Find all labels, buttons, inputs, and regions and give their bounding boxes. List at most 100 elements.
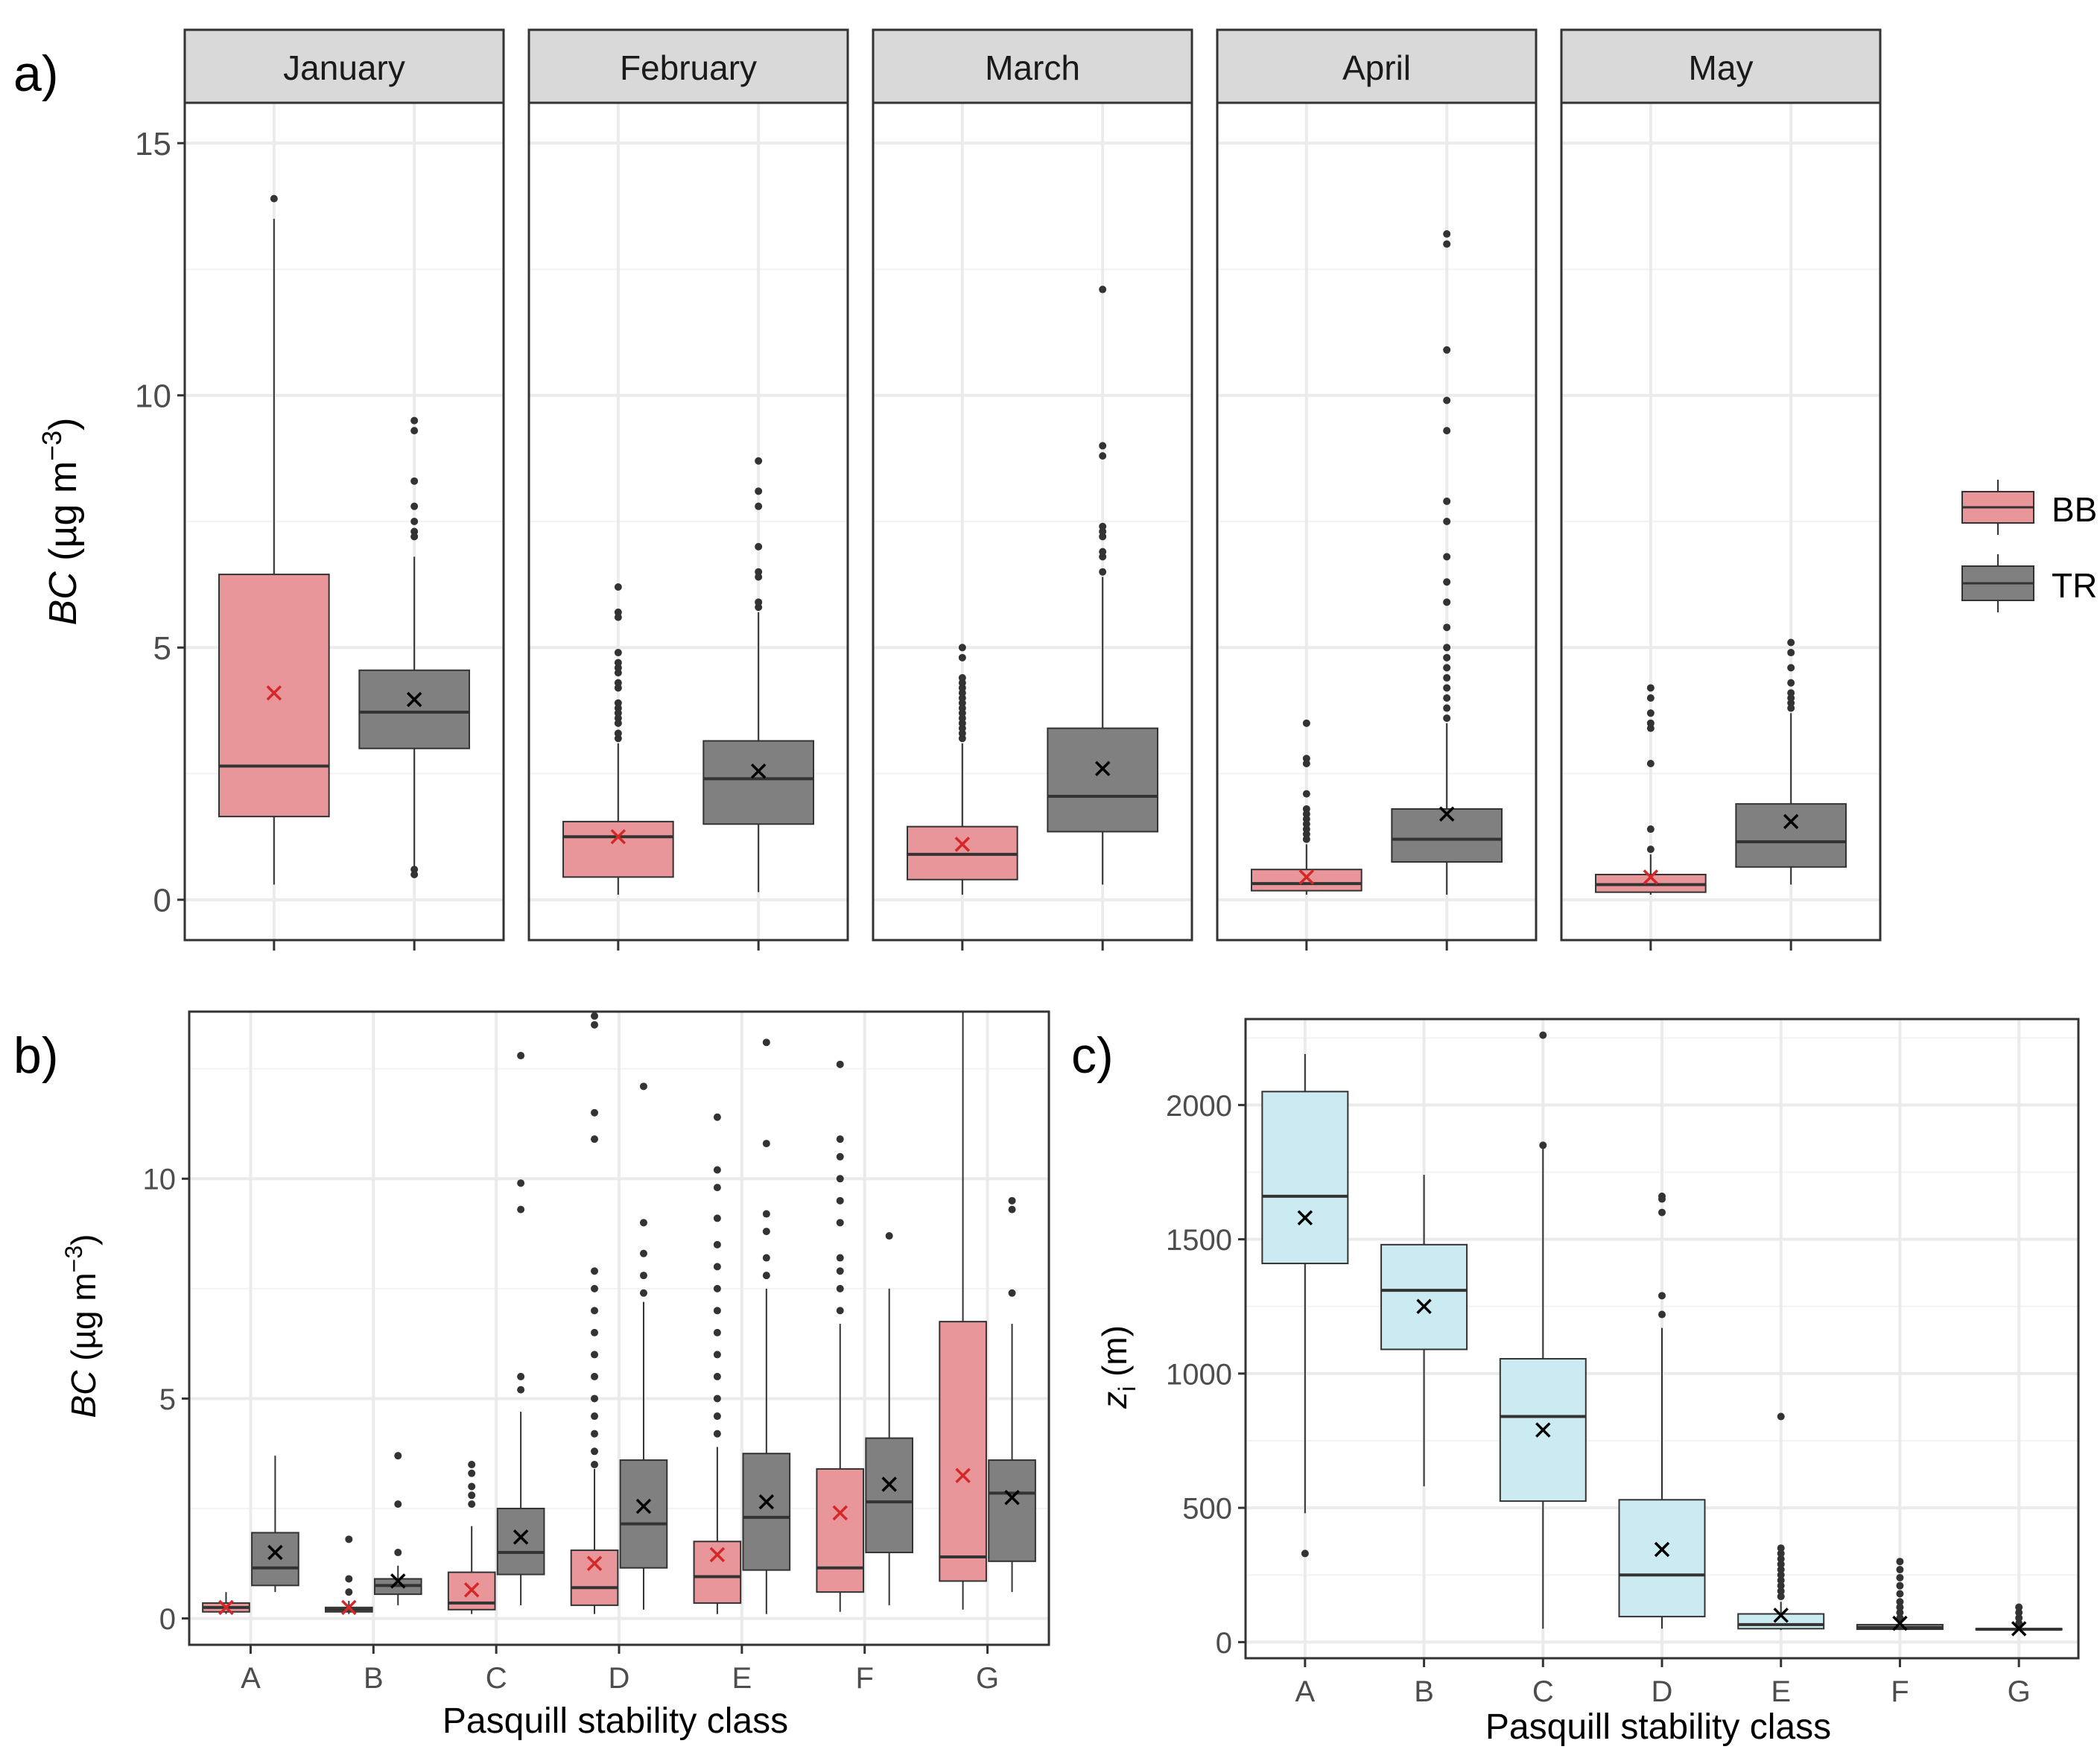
box-zi-outlier	[2015, 1603, 2023, 1611]
class-e: E	[1737, 1412, 1825, 1708]
box-zi-outlier	[1777, 1560, 1785, 1568]
xtick-label: A	[241, 1662, 261, 1695]
box-tr-outlier	[1099, 568, 1107, 576]
box-tr-outlier	[762, 1228, 770, 1236]
box-zi-mean-stroke	[1892, 1615, 1908, 1631]
box-tr-mean-stroke	[1004, 1490, 1020, 1506]
legend-tr-label: TR	[2052, 566, 2097, 605]
box-bb-mean-marker	[463, 1581, 480, 1598]
box-tr-outlier	[1443, 673, 1451, 682]
box-bb-outlier	[836, 1284, 844, 1292]
class-g: G	[1975, 1603, 2063, 1708]
panel-c-label: c)	[1071, 1027, 1114, 1084]
box-bb-outlier	[591, 1135, 599, 1143]
facet-strip-label: March	[985, 48, 1080, 87]
box-zi-outlier	[1777, 1571, 1785, 1579]
box-bb-outlier	[958, 653, 966, 662]
box-tr-outlier	[1787, 649, 1795, 657]
facet-april: April	[1216, 28, 1538, 951]
box-zi-mean-stroke	[1773, 1608, 1789, 1623]
panel-a-ytick-label: 5	[153, 630, 171, 667]
facet-strip	[1216, 28, 1538, 104]
panel-a-ylabel-exp: −3	[37, 431, 67, 461]
xtick-label: G	[2008, 1675, 2031, 1708]
box-bb-outlier	[591, 1021, 599, 1029]
box-tr-mean-marker	[881, 1476, 897, 1492]
box-bb-mean-stroke	[1298, 869, 1315, 885]
box-bb-outlier	[614, 583, 622, 591]
box-tr-outlier	[762, 1140, 770, 1148]
box-tr-box	[619, 1459, 668, 1569]
box-bb-mean-marker	[218, 1599, 234, 1616]
box-tr-outlier	[410, 866, 419, 874]
panel-b-ytick-label: 10	[143, 1164, 177, 1196]
box-bb-outlier	[836, 1175, 844, 1183]
box-zi-mean-marker	[1773, 1608, 1789, 1623]
xtick-label: G	[976, 1662, 999, 1695]
box-bb-outlier	[713, 1214, 721, 1222]
box-bb-outlier	[591, 1460, 599, 1468]
box-tr-mean-marker	[267, 1544, 283, 1561]
box-tr-mean-stroke	[406, 691, 422, 708]
box-tr-outlier	[639, 1219, 647, 1227]
box-tr-outlier	[517, 1372, 525, 1380]
box-zi-outlier	[1777, 1581, 1785, 1590]
box-tr-outlier	[639, 1289, 647, 1297]
box-bb-mean-stroke	[954, 837, 971, 852]
box-tr-box	[702, 740, 814, 825]
box-bb-box	[218, 574, 330, 818]
box-zi-mean-stroke	[1535, 1422, 1551, 1438]
panel-c-ytick-label: 1500	[1166, 1224, 1232, 1257]
box-bb-box	[939, 1321, 987, 1582]
box-zi-mean-marker	[1297, 1210, 1313, 1226]
box-bb-box	[570, 1549, 619, 1606]
box-bb-outlier	[713, 1395, 721, 1403]
box-tr-outlier	[410, 518, 419, 525]
box-bb-outlier	[713, 1166, 721, 1174]
box-bb-mean-stroke	[463, 1581, 480, 1598]
box-bb-outlier	[591, 1395, 599, 1403]
box-bb-outlier	[591, 1412, 599, 1421]
box-tr-mean-marker	[1094, 761, 1111, 777]
box-zi-outlier	[1539, 1031, 1547, 1039]
box-bb-outlier	[1302, 805, 1310, 813]
box-tr-mean-marker	[513, 1529, 529, 1545]
xtick-label: A	[1295, 1675, 1316, 1708]
box-bb-box	[1251, 869, 1363, 892]
box-bb-mean-marker	[266, 685, 282, 701]
class-a: A	[1261, 1053, 1349, 1708]
box-tr-outlier	[639, 1082, 647, 1091]
box-zi-outlier	[2015, 1608, 2023, 1617]
box-tr-mean-stroke	[758, 1494, 775, 1510]
facet-january: January	[183, 28, 505, 951]
panel-c-border	[1244, 1018, 2080, 1660]
panel-b: A B C D E F G 0 5 10	[143, 1010, 1050, 1695]
panel-a-label: a)	[13, 45, 58, 102]
box-tr-outlier	[1443, 664, 1451, 672]
class-a: A	[202, 1456, 299, 1695]
box-zi-outlier	[1896, 1581, 1904, 1590]
box-bb-outlier	[614, 679, 622, 687]
box-zi-mean-marker	[1654, 1541, 1670, 1558]
panel-b-ylabel-var: BC	[64, 1370, 103, 1418]
box-tr-outlier	[755, 502, 763, 510]
box-bb-mean-stroke	[610, 828, 626, 845]
box-bb-outlier	[345, 1588, 353, 1596]
facet-strip-label: January	[283, 48, 405, 87]
class-b: B	[324, 1452, 422, 1695]
box-bb-outlier	[468, 1482, 476, 1491]
box-bb-outlier	[836, 1196, 844, 1205]
box-tr-outlier	[1443, 497, 1451, 505]
box-zi-outlier	[1777, 1555, 1785, 1563]
panel-a-ytick-label: 10	[135, 378, 171, 415]
box-bb-outlier	[1646, 709, 1655, 717]
panel-a: January February March April May 0 5 10 15	[135, 28, 1882, 951]
box-zi-mean-stroke	[1297, 1210, 1313, 1226]
box-tr-box	[1391, 808, 1503, 863]
box-bb-outlier	[836, 1135, 844, 1143]
legend-key-tr	[1961, 554, 2034, 612]
panel-a-ytick-label: 0	[153, 883, 171, 919]
box-tr-mean-marker	[1438, 806, 1455, 822]
panel-b-ytick-label: 5	[159, 1383, 176, 1416]
box-tr-outlier	[1008, 1196, 1016, 1205]
